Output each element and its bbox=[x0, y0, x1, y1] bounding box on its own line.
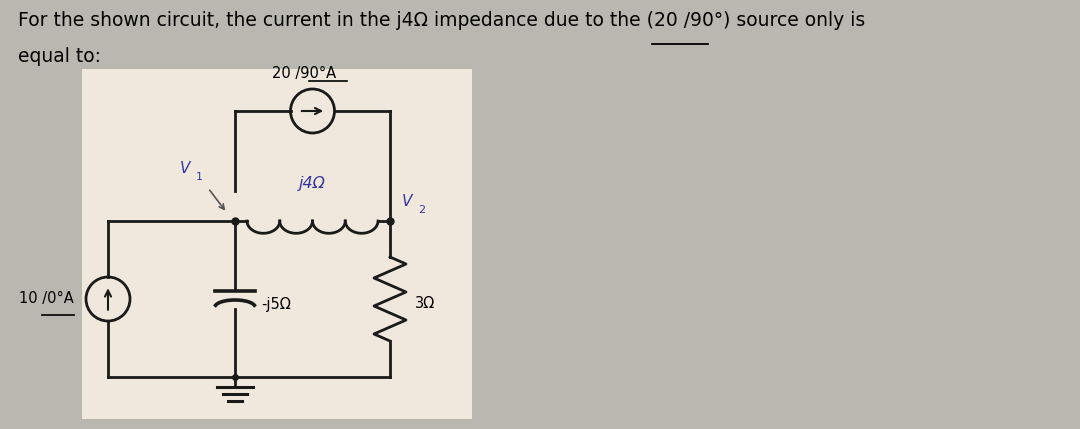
Text: V: V bbox=[402, 194, 413, 209]
Text: -j5Ω: -j5Ω bbox=[261, 296, 291, 311]
Text: 10 /0°A: 10 /0°A bbox=[19, 291, 75, 306]
Text: 2: 2 bbox=[418, 205, 426, 215]
Text: 3Ω: 3Ω bbox=[415, 296, 435, 311]
Text: 20 /90°A: 20 /90°A bbox=[272, 66, 337, 81]
Text: V: V bbox=[180, 161, 190, 176]
Text: j4Ω: j4Ω bbox=[299, 176, 326, 191]
Text: equal to:: equal to: bbox=[18, 47, 102, 66]
Text: 1: 1 bbox=[195, 172, 203, 182]
Text: For the shown circuit, the current in the j4Ω impedance due to the (20 /90°) sou: For the shown circuit, the current in th… bbox=[18, 11, 865, 30]
Bar bbox=[82, 69, 472, 419]
